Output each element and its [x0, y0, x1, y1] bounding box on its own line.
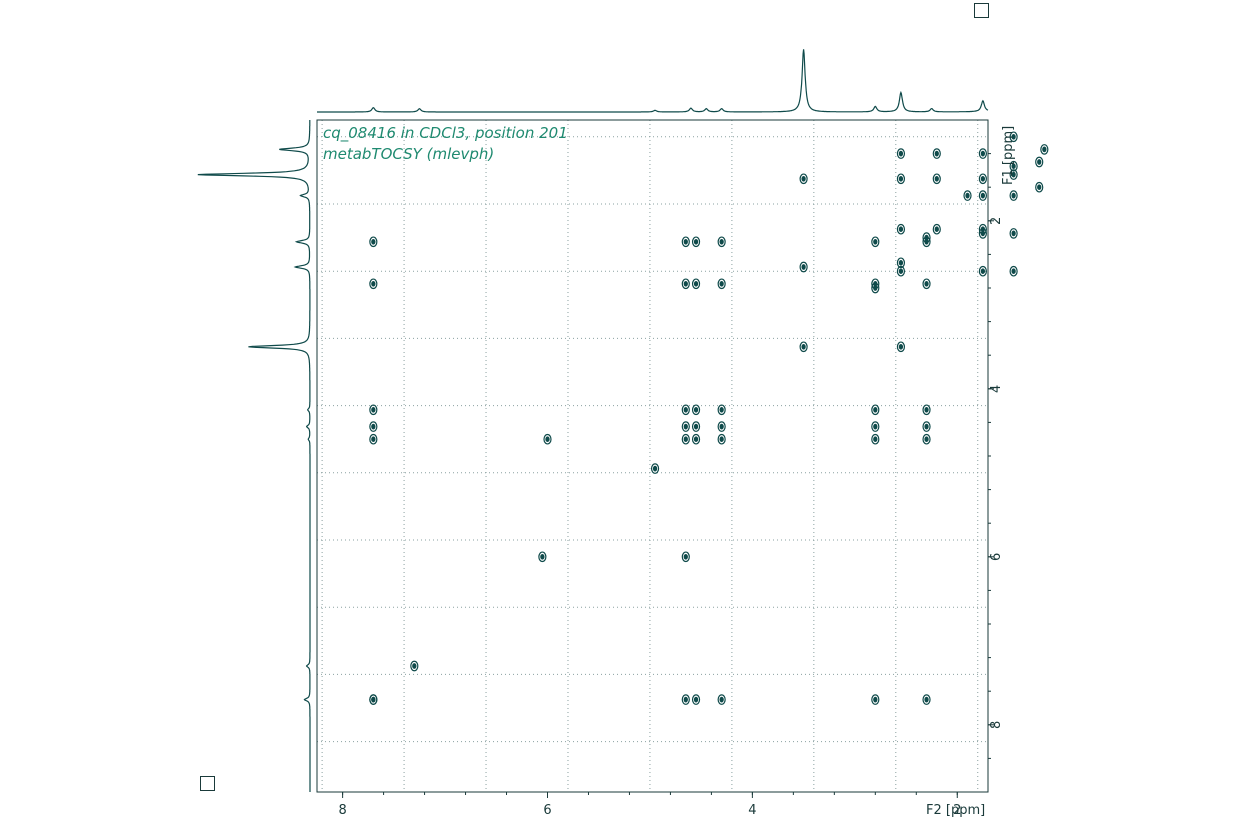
- cross-peak: [871, 421, 880, 432]
- cross-peak: [922, 694, 931, 705]
- diagonal-peak: [1009, 169, 1018, 180]
- diagonal-peak: [978, 190, 987, 201]
- cross-peak: [681, 433, 690, 445]
- contour-peaks: [369, 131, 1049, 705]
- cross-peak: [922, 433, 931, 445]
- y-tick-label: 8: [989, 721, 1004, 729]
- cross-peak: [978, 265, 987, 277]
- cross-peak: [896, 148, 906, 159]
- diagonal-peak: [410, 660, 419, 672]
- corner-checkbox-top-right[interactable]: [974, 3, 989, 18]
- x-axis-ticks: 8 6 4 2: [338, 792, 961, 818]
- diagonal-peak: [896, 223, 906, 235]
- cross-peak: [691, 404, 701, 416]
- cross-peak: [681, 421, 690, 432]
- x-tick-label: 8: [338, 803, 346, 818]
- cross-peak: [896, 265, 906, 277]
- cross-peak: [717, 694, 726, 705]
- diagonal-peak: [1035, 156, 1044, 168]
- cross-peak: [922, 404, 931, 416]
- diagonal-peak: [1035, 181, 1044, 193]
- f1-projection-trace: [197, 120, 311, 792]
- cross-peak: [922, 421, 931, 432]
- cross-peak: [799, 261, 808, 273]
- cross-peak: [681, 404, 690, 416]
- diagonal-peak: [1009, 131, 1018, 143]
- cross-peak: [871, 433, 880, 445]
- cross-peak: [681, 236, 690, 248]
- cross-peak: [369, 694, 378, 705]
- diagonal-peak: [1040, 144, 1049, 155]
- cross-peak: [922, 236, 931, 248]
- diagonal-peak: [681, 551, 690, 563]
- cross-peak: [932, 173, 941, 185]
- cross-peak: [369, 404, 378, 416]
- diagonal-peak: [538, 551, 547, 563]
- x-tick-label: 2: [953, 803, 961, 818]
- cross-peak: [978, 148, 987, 159]
- cross-peak: [896, 341, 906, 353]
- cross-peak: [369, 433, 378, 445]
- diagonal-peak: [799, 341, 808, 353]
- cross-peak: [369, 236, 378, 248]
- diagonal-peak: [650, 463, 660, 474]
- y-axis-label: F1 [ppm]: [1001, 126, 1016, 185]
- f2-projection-trace: [317, 49, 989, 113]
- cross-peak: [691, 421, 701, 432]
- y-tick-label: 2: [989, 217, 1004, 225]
- y-axis-ticks: 2 4 6 8: [988, 153, 1004, 759]
- cross-peak: [978, 228, 987, 239]
- plot-frame: [316, 119, 989, 793]
- x-axis-label: F2 [ppm]: [926, 803, 985, 818]
- diagonal-peak: [932, 223, 941, 235]
- corner-checkbox-bottom-left[interactable]: [200, 776, 215, 791]
- diagonal-peak: [1009, 190, 1018, 201]
- cross-peak: [1009, 265, 1018, 277]
- cross-peak: [681, 694, 690, 705]
- cross-peak: [922, 278, 931, 290]
- cross-peak: [871, 404, 880, 416]
- cross-peak: [691, 278, 701, 290]
- cross-peak: [896, 173, 906, 185]
- cross-peak: [717, 433, 726, 445]
- diagonal-peak: [1009, 160, 1018, 172]
- cross-peak: [717, 278, 726, 290]
- spectrum-title-line-1: cq_08416 in CDCl3, position 201: [323, 124, 568, 142]
- cross-peak: [978, 173, 987, 185]
- cross-peak: [717, 236, 726, 248]
- cross-peak: [932, 148, 941, 159]
- x-tick-label: 6: [543, 803, 551, 818]
- cross-peak: [691, 433, 701, 445]
- y-tick-label: 6: [989, 553, 1004, 561]
- x-tick-label: 4: [748, 803, 756, 818]
- cross-peak: [681, 278, 690, 290]
- cross-peak: [871, 694, 880, 705]
- cross-peak: [799, 173, 808, 185]
- cross-peak: [543, 433, 552, 445]
- cross-peak: [871, 236, 880, 248]
- cross-peak: [717, 421, 726, 432]
- y-tick-label: 4: [989, 385, 1004, 393]
- cross-peak: [717, 404, 726, 416]
- cross-peak: [691, 236, 701, 248]
- diagonal-peak: [896, 257, 906, 269]
- diagonal-peak: [963, 190, 972, 201]
- cross-peak: [1009, 228, 1018, 239]
- cross-peak: [691, 694, 701, 705]
- cross-peak: [871, 278, 880, 290]
- grid-lines: [317, 120, 988, 792]
- cross-peak: [369, 421, 378, 432]
- cross-peak: [369, 278, 378, 290]
- spectrum-title-line-2: metabTOCSY (mlevph): [323, 145, 495, 163]
